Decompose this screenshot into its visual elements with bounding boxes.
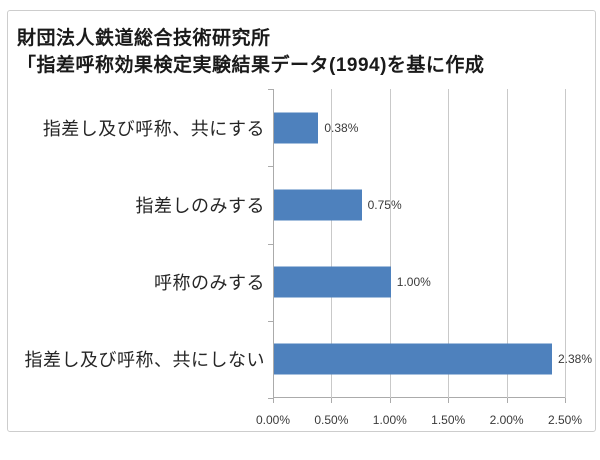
bar-value-label: 0.38% [324,120,359,135]
x-axis-tick-mark [331,398,333,403]
bar-value-label: 1.00% [396,275,431,290]
chart-source-title: 財団法人鉄道総合技術研究所 「指差呼称効果検定実験結果データ(1994)を基に作… [17,25,484,79]
y-axis-tick-mark [268,89,273,90]
bar-value-label: 2.38% [557,352,592,367]
gridline [565,89,566,398]
y-axis-tick-mark [268,320,273,322]
gridline [331,89,333,398]
category-label: 指差しのみする [135,195,265,216]
y-axis-tick-mark [268,166,273,168]
y-axis-line [273,89,274,398]
chart-source-line2: 「指差呼称効果検定実験結果データ(1994)を基に作成 [17,55,485,76]
plot-area: 0.38% 0.75% 1.00% 2.38% [268,89,592,403]
x-axis-tick-mark [389,398,391,403]
bar [274,343,552,375]
y-axis-tick-mark [268,398,273,399]
x-axis-tick-mark [273,398,274,403]
x-axis-tick-label: 0.50% [314,413,349,427]
category-label: 呼称のみする [154,273,265,294]
x-axis-line [273,397,566,398]
bar-value-label: 0.75% [367,197,402,212]
bar [274,189,362,221]
x-axis-tick-labels: 0.00% 0.50% 1.00% 1.50% 2.00% 2.50% [256,413,582,429]
chart-source-line1: 財団法人鉄道総合技術研究所 [17,28,271,49]
x-axis-tick-mark [506,398,508,403]
chart-frame: 財団法人鉄道総合技術研究所 「指差呼称効果検定実験結果データ(1994)を基に作… [7,10,596,432]
bar [274,266,391,298]
category-label: 指差し及び呼称、共にする [42,118,265,139]
x-axis-tick-label: 2.50% [547,413,583,427]
x-axis-tick-label: 0.00% [255,413,291,427]
gridline [506,89,508,398]
x-axis-tick-mark [448,398,450,403]
category-label: 指差し及び呼称、共にしない [24,350,265,371]
x-axis-tick-label: 1.00% [372,413,407,427]
gridline [389,89,391,398]
y-axis-tick-mark [268,243,273,245]
category-axis-labels: 指差し及び呼称、共にする指差しのみする呼称のみする指差し及び呼称、共にしない [10,89,265,398]
bar [274,112,319,144]
x-axis-tick-label: 2.00% [489,413,524,427]
x-axis-tick-label: 1.50% [431,413,466,427]
gridline [448,89,450,398]
x-axis-tick-mark [565,398,566,403]
